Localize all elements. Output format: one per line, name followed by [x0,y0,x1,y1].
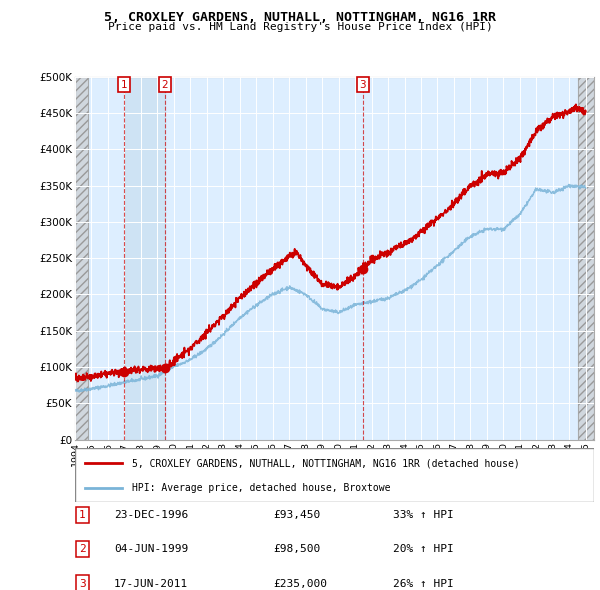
Text: 5, CROXLEY GARDENS, NUTHALL, NOTTINGHAM, NG16 1RR (detached house): 5, CROXLEY GARDENS, NUTHALL, NOTTINGHAM,… [132,458,520,468]
Text: 26% ↑ HPI: 26% ↑ HPI [393,579,454,588]
Text: 1: 1 [79,510,86,520]
Text: 20% ↑ HPI: 20% ↑ HPI [393,545,454,554]
Bar [75,77,88,440]
Text: 2: 2 [79,545,86,554]
Bar [578,77,594,440]
Bar [578,77,594,440]
Text: £98,500: £98,500 [273,545,320,554]
Text: 3: 3 [359,80,366,90]
Text: £235,000: £235,000 [273,579,327,588]
Text: 23-DEC-1996: 23-DEC-1996 [114,510,188,520]
Bar [75,77,88,440]
Text: 5, CROXLEY GARDENS, NUTHALL, NOTTINGHAM, NG16 1RR: 5, CROXLEY GARDENS, NUTHALL, NOTTINGHAM,… [104,11,496,24]
Text: HPI: Average price, detached house, Broxtowe: HPI: Average price, detached house, Brox… [132,483,391,493]
Text: Price paid vs. HM Land Registry's House Price Index (HPI): Price paid vs. HM Land Registry's House … [107,22,493,32]
Text: 2: 2 [161,80,168,90]
Text: 04-JUN-1999: 04-JUN-1999 [114,545,188,554]
Text: 3: 3 [79,579,86,588]
Text: 17-JUN-2011: 17-JUN-2011 [114,579,188,588]
Text: 1: 1 [121,80,127,90]
Bar [124,77,165,440]
Text: 33% ↑ HPI: 33% ↑ HPI [393,510,454,520]
Text: £93,450: £93,450 [273,510,320,520]
